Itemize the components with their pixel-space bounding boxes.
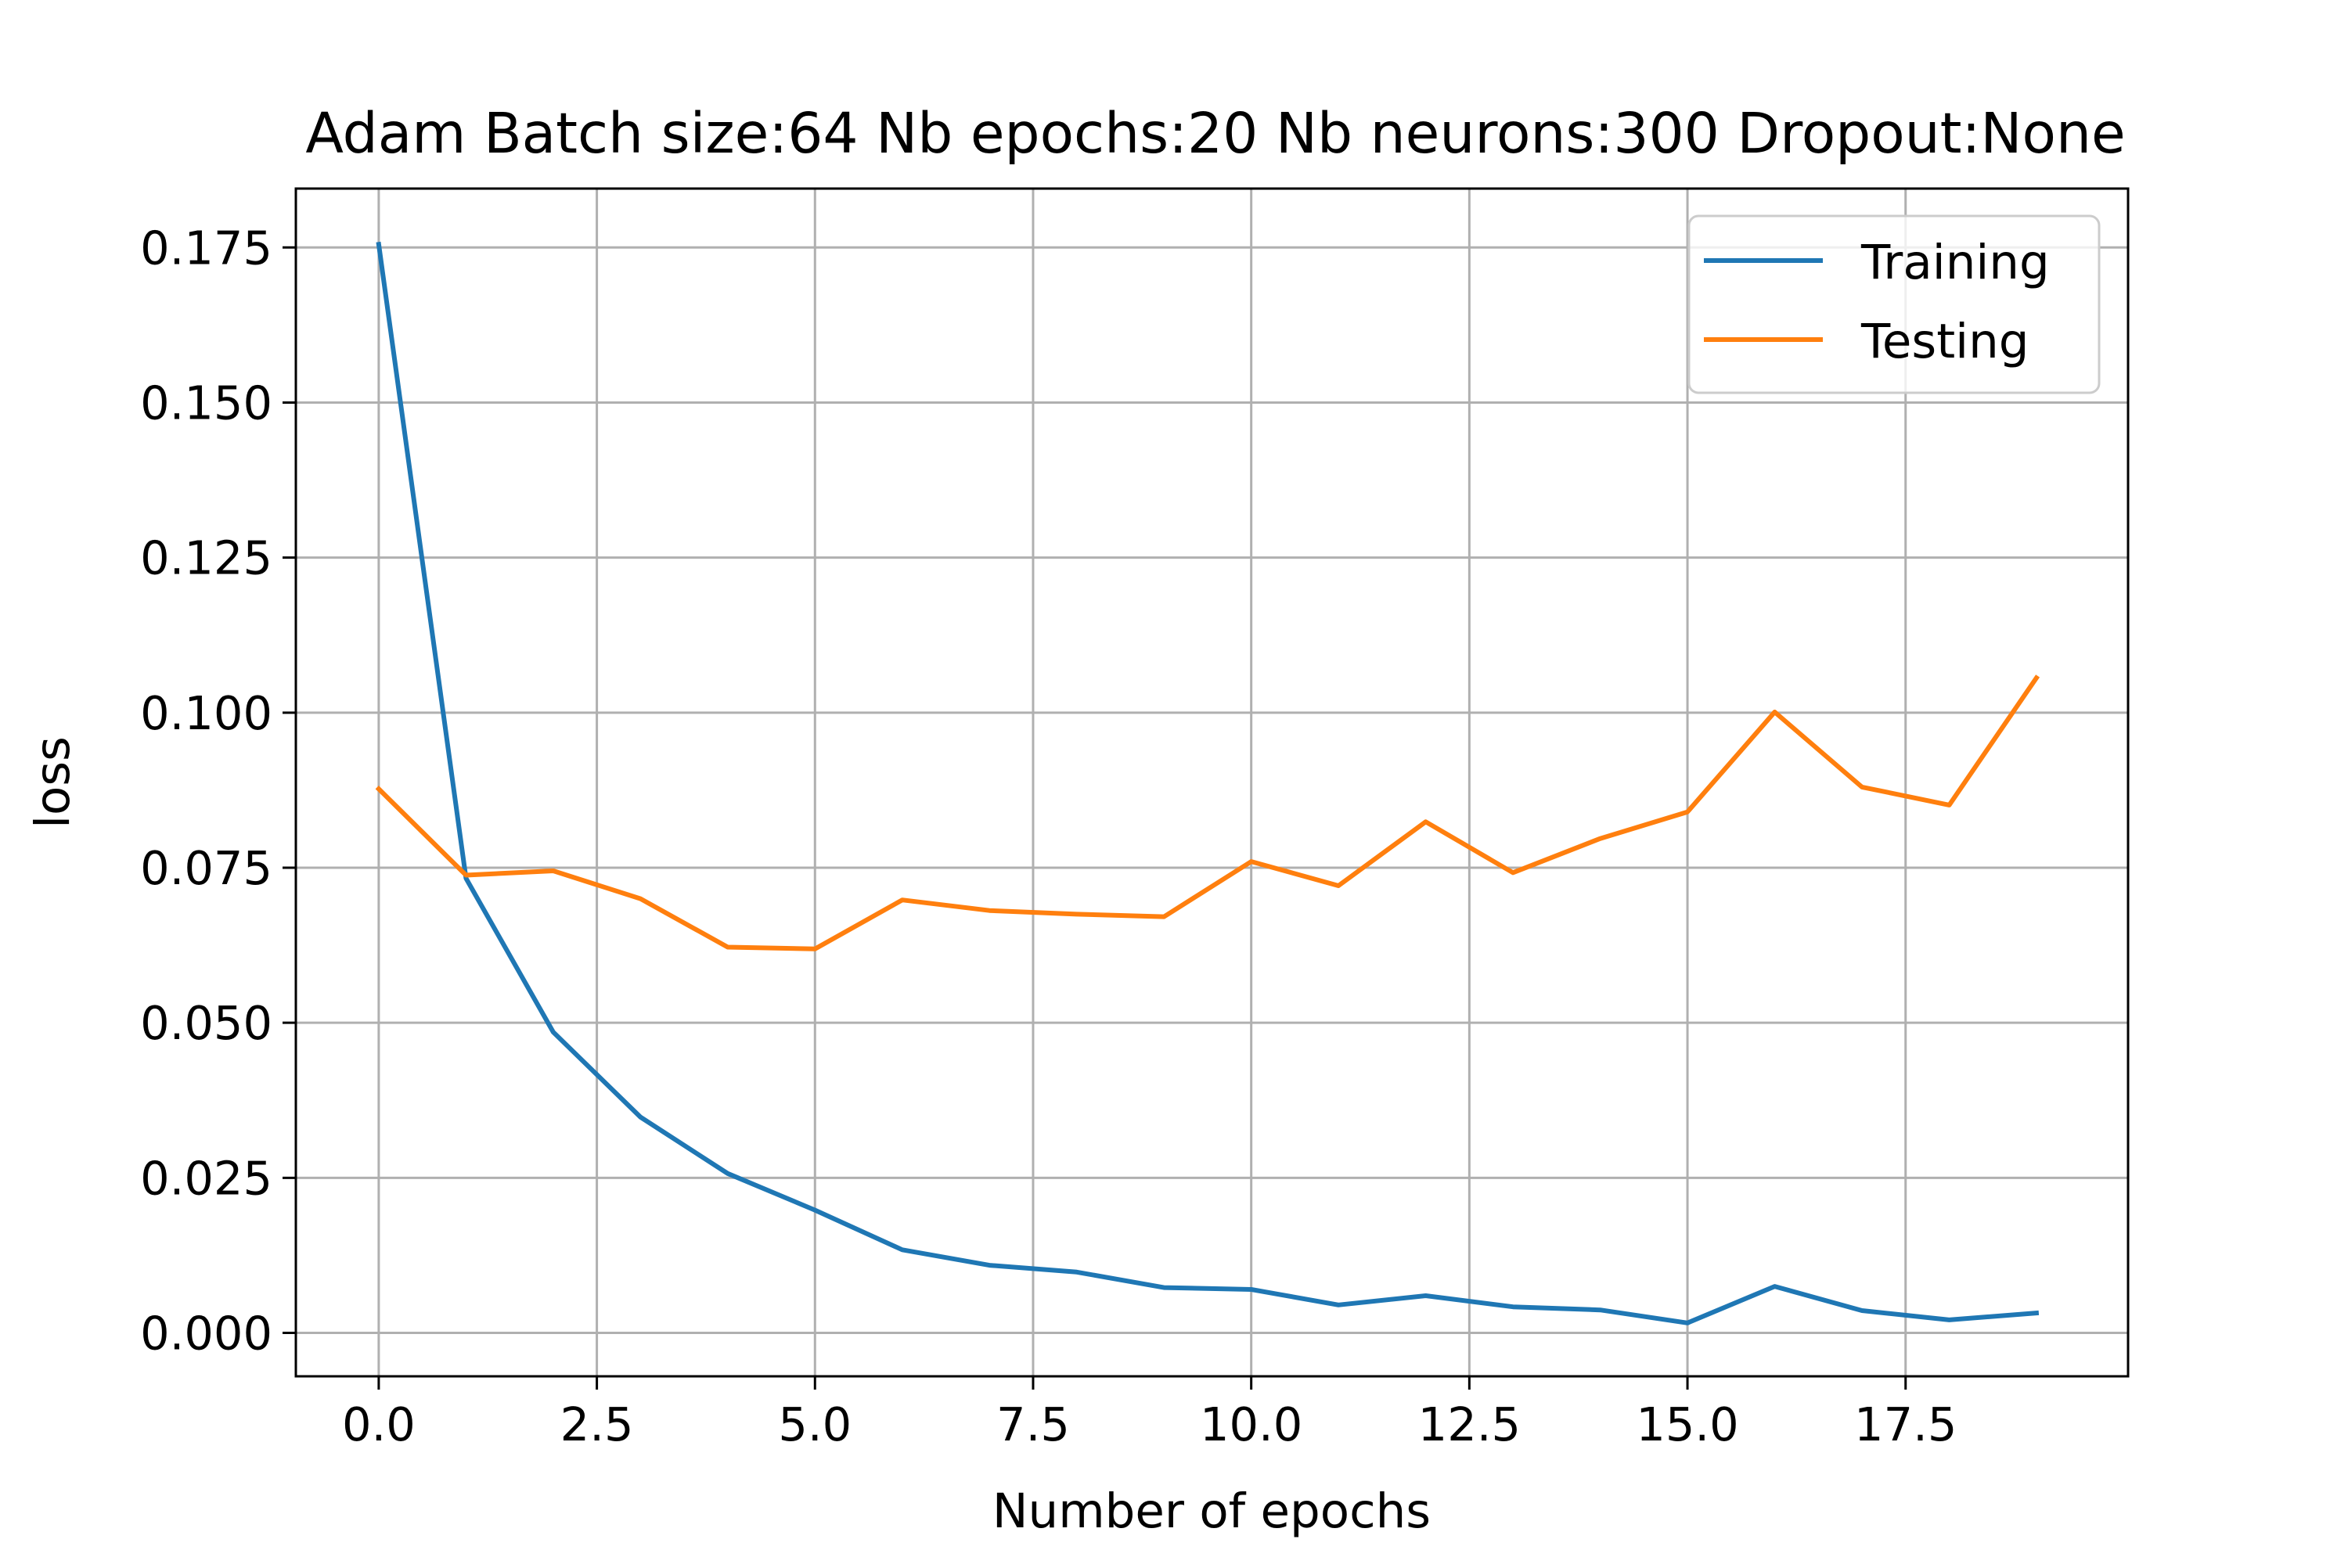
chart-title: Adam Batch size:64 Nb epochs:20 Nb neuro… xyxy=(305,101,2125,166)
grid xyxy=(296,189,2128,1376)
x-axis: 0.0 2.5 5.0 7.5 10.0 12.5 15.0 17.5 xyxy=(342,1376,1957,1451)
x-tick-label: 10.0 xyxy=(1200,1397,1302,1451)
x-tick-label: 5.0 xyxy=(778,1397,852,1451)
y-tick-label: 0.100 xyxy=(140,686,272,740)
x-tick-label: 17.5 xyxy=(1854,1397,1957,1451)
training-series-line xyxy=(376,241,2040,1325)
y-tick-label: 0.050 xyxy=(140,996,272,1050)
x-axis-label: Number of epochs xyxy=(992,1483,1431,1539)
y-tick-label: 0.025 xyxy=(140,1151,272,1205)
legend: Training Testing xyxy=(1687,214,2101,394)
y-axis: 0.000 0.025 0.050 0.075 0.100 0.125 0.150 0.175 xyxy=(140,221,296,1361)
x-tick-label: 2.5 xyxy=(560,1397,634,1451)
y-tick-label: 0.150 xyxy=(140,376,272,430)
y-tick-label: 0.125 xyxy=(140,531,272,585)
plot-area-frame xyxy=(294,187,2130,1378)
legend-testing-label: Testing xyxy=(1860,314,2029,369)
plot-series xyxy=(375,241,2040,1325)
x-tick-label: 0.0 xyxy=(342,1397,416,1451)
testing-series-line xyxy=(375,674,2040,951)
x-tick-label: 15.0 xyxy=(1636,1397,1738,1451)
legend-training-label: Training xyxy=(1860,235,2050,290)
x-tick-label: 7.5 xyxy=(996,1397,1070,1451)
y-tick-label: 0.000 xyxy=(140,1307,272,1361)
y-tick-label: 0.175 xyxy=(140,221,272,275)
x-tick-label: 12.5 xyxy=(1418,1397,1521,1451)
y-tick-label: 0.075 xyxy=(140,841,272,895)
y-axis-label: loss xyxy=(25,736,81,829)
